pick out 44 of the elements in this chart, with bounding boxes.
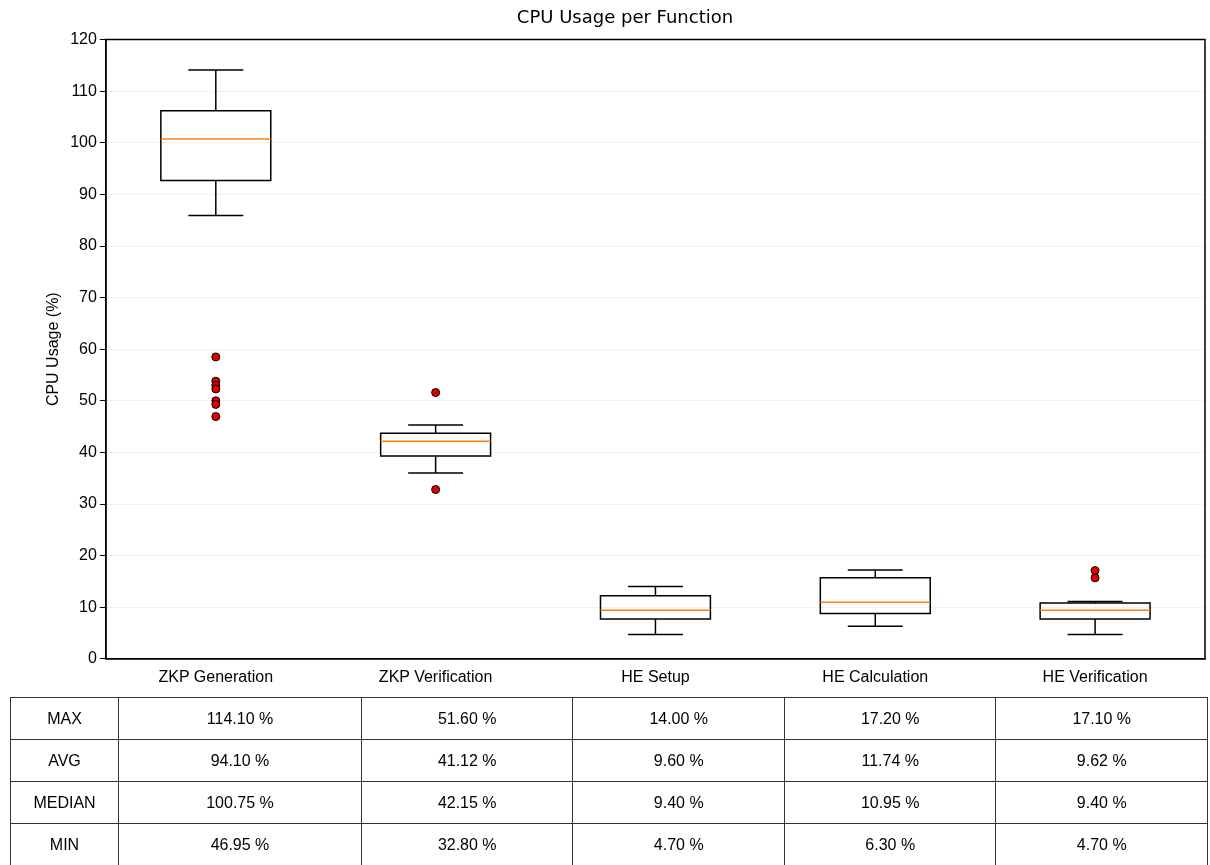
x-tick-label: HE Verification: [1042, 667, 1148, 685]
y-tick-label: 30: [79, 494, 97, 512]
x-tick-label: ZKP Generation: [158, 667, 274, 685]
category-label: MIN: [49, 835, 80, 853]
text: 14.00 %: [649, 709, 709, 727]
y-tick-label: 60: [79, 339, 97, 357]
text: 32.80 %: [437, 835, 497, 853]
y-tick-label: 20: [79, 546, 97, 564]
y-tick-label: 100: [70, 133, 97, 151]
y-tick-label: 50: [79, 391, 97, 409]
y-tick-label: 10: [79, 597, 97, 615]
text: 51.60 %: [437, 709, 497, 727]
text: 9.40 %: [653, 793, 704, 811]
text: 6.30 %: [865, 835, 916, 853]
text: 4.70 %: [1076, 835, 1127, 853]
text: 9.60 %: [653, 751, 704, 769]
chart-title: CPU Usage per Function: [516, 6, 734, 28]
y-tick-label: 80: [79, 236, 97, 254]
text: 9.40 %: [1076, 793, 1127, 811]
text: 9.62 %: [1076, 751, 1127, 769]
y-tick-label: 110: [71, 81, 97, 99]
text: 10.95 %: [860, 793, 920, 811]
y-tick-label: 90: [79, 184, 97, 202]
x-tick-label: ZKP Verification: [378, 667, 493, 685]
category-label: MEDIAN: [33, 793, 96, 811]
x-tick-label: HE Setup: [621, 667, 690, 685]
text: 17.20 %: [860, 709, 920, 727]
category-label: AVG: [48, 751, 81, 769]
x-tick-label: HE Calculation: [822, 667, 929, 685]
text: 42.15 %: [437, 793, 497, 811]
y-tick-label: 120: [70, 30, 97, 48]
text: 100.75 %: [206, 793, 274, 811]
text: 94.10 %: [210, 751, 270, 769]
text: 17.10 %: [1072, 709, 1132, 727]
text: 46.95 %: [210, 835, 270, 853]
text: 41.12 %: [437, 751, 497, 769]
y-tick-label: 40: [79, 442, 97, 460]
text: 11.74 %: [861, 751, 919, 769]
category-label: MAX: [47, 709, 82, 727]
y-axis-title: CPU Usage (%): [44, 292, 62, 407]
y-tick-label: 70: [79, 288, 97, 306]
y-tick-label: 0: [87, 649, 97, 667]
text: 4.70 %: [653, 835, 704, 853]
text: 114.10 %: [206, 709, 274, 727]
